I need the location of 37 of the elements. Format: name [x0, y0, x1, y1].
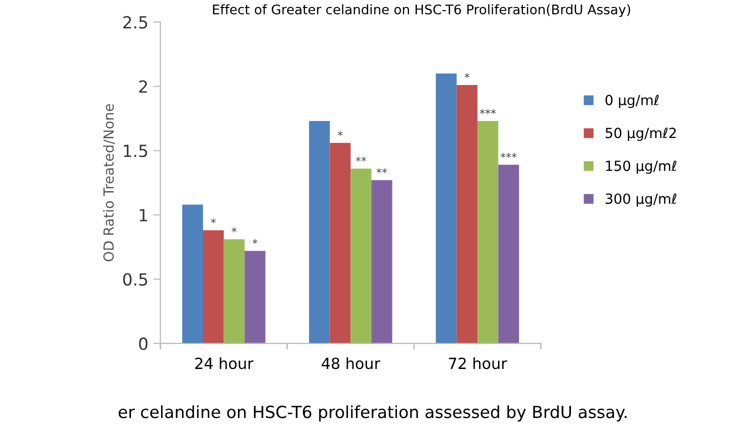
legend-label: 150 μg/mℓ: [606, 160, 676, 174]
bar: [436, 73, 457, 344]
bar: [371, 180, 392, 344]
bar: [224, 239, 245, 344]
y-tick-label: 1.5: [124, 144, 148, 158]
x-tick-label: 48 hour: [322, 357, 380, 370]
bar: [309, 121, 330, 344]
y-tick-label: 2.5: [123, 16, 148, 29]
y-tick-label: 0: [139, 337, 148, 350]
annotation: **: [376, 168, 388, 174]
annotation: *: [232, 227, 237, 232]
bar: [203, 230, 224, 344]
annotation: ***: [480, 109, 496, 114]
bar: [498, 164, 520, 344]
annotation: **: [356, 156, 366, 162]
annotation: *: [464, 73, 470, 78]
annotation: ***: [500, 152, 517, 158]
bar: [182, 204, 203, 344]
x-tick-label: 72 hour: [449, 357, 508, 370]
bar: [330, 142, 351, 344]
text: er celandine on HSC-T6 proliferation assessed by BrdU assay.: [118, 405, 626, 422]
bar: [350, 168, 372, 344]
legend-label: 300 μg/mℓ: [606, 193, 676, 207]
y-axis-title: OD Ratio Treated/None: [103, 104, 115, 262]
y-tick-label: 1: [140, 209, 148, 222]
bar: [244, 250, 266, 344]
legend-label: 0 μg/mℓ: [606, 94, 659, 108]
annotation: *: [210, 218, 216, 224]
legend-label: 50 μg/mℓ2: [606, 128, 676, 141]
annotation: *: [338, 130, 343, 136]
bar: [477, 121, 498, 344]
chart-title: Effect of Greater celandine on HSC-T6 Proliferation(BrdU Assay): [213, 4, 630, 17]
annotation: *: [252, 238, 258, 244]
bar: [456, 85, 478, 344]
y-tick-label: 0.5: [123, 273, 148, 286]
x-tick-label: 24 hour: [195, 357, 254, 370]
y-tick-label: 2: [139, 80, 147, 93]
